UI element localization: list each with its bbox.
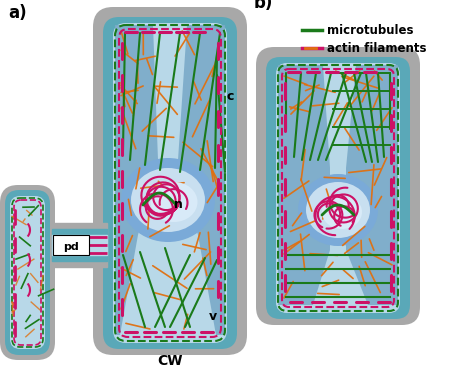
FancyBboxPatch shape [5,190,50,355]
FancyBboxPatch shape [53,235,89,255]
Polygon shape [115,25,158,335]
Ellipse shape [131,168,205,232]
FancyBboxPatch shape [10,196,45,349]
Polygon shape [178,25,225,335]
Ellipse shape [298,174,378,246]
FancyBboxPatch shape [103,17,237,349]
FancyBboxPatch shape [266,57,410,319]
Text: actin filaments: actin filaments [327,42,427,55]
Bar [52,235,107,255]
FancyBboxPatch shape [256,47,420,325]
Polygon shape [278,65,330,305]
FancyBboxPatch shape [93,7,247,355]
Text: CW: CW [157,354,183,368]
Ellipse shape [151,182,198,222]
Ellipse shape [121,158,215,242]
Text: v: v [209,311,217,324]
Bar [52,229,107,261]
Text: c: c [227,91,234,104]
FancyBboxPatch shape [276,63,400,313]
Text: a): a) [8,4,27,22]
Text: b): b) [254,0,273,12]
Bar [52,223,107,267]
Text: pd: pd [63,242,79,252]
FancyBboxPatch shape [113,23,227,343]
Ellipse shape [322,195,362,229]
Text: n: n [173,199,182,212]
Text: microtubules: microtubules [327,24,413,37]
Ellipse shape [306,182,370,238]
Polygon shape [346,65,398,305]
FancyBboxPatch shape [0,185,55,360]
